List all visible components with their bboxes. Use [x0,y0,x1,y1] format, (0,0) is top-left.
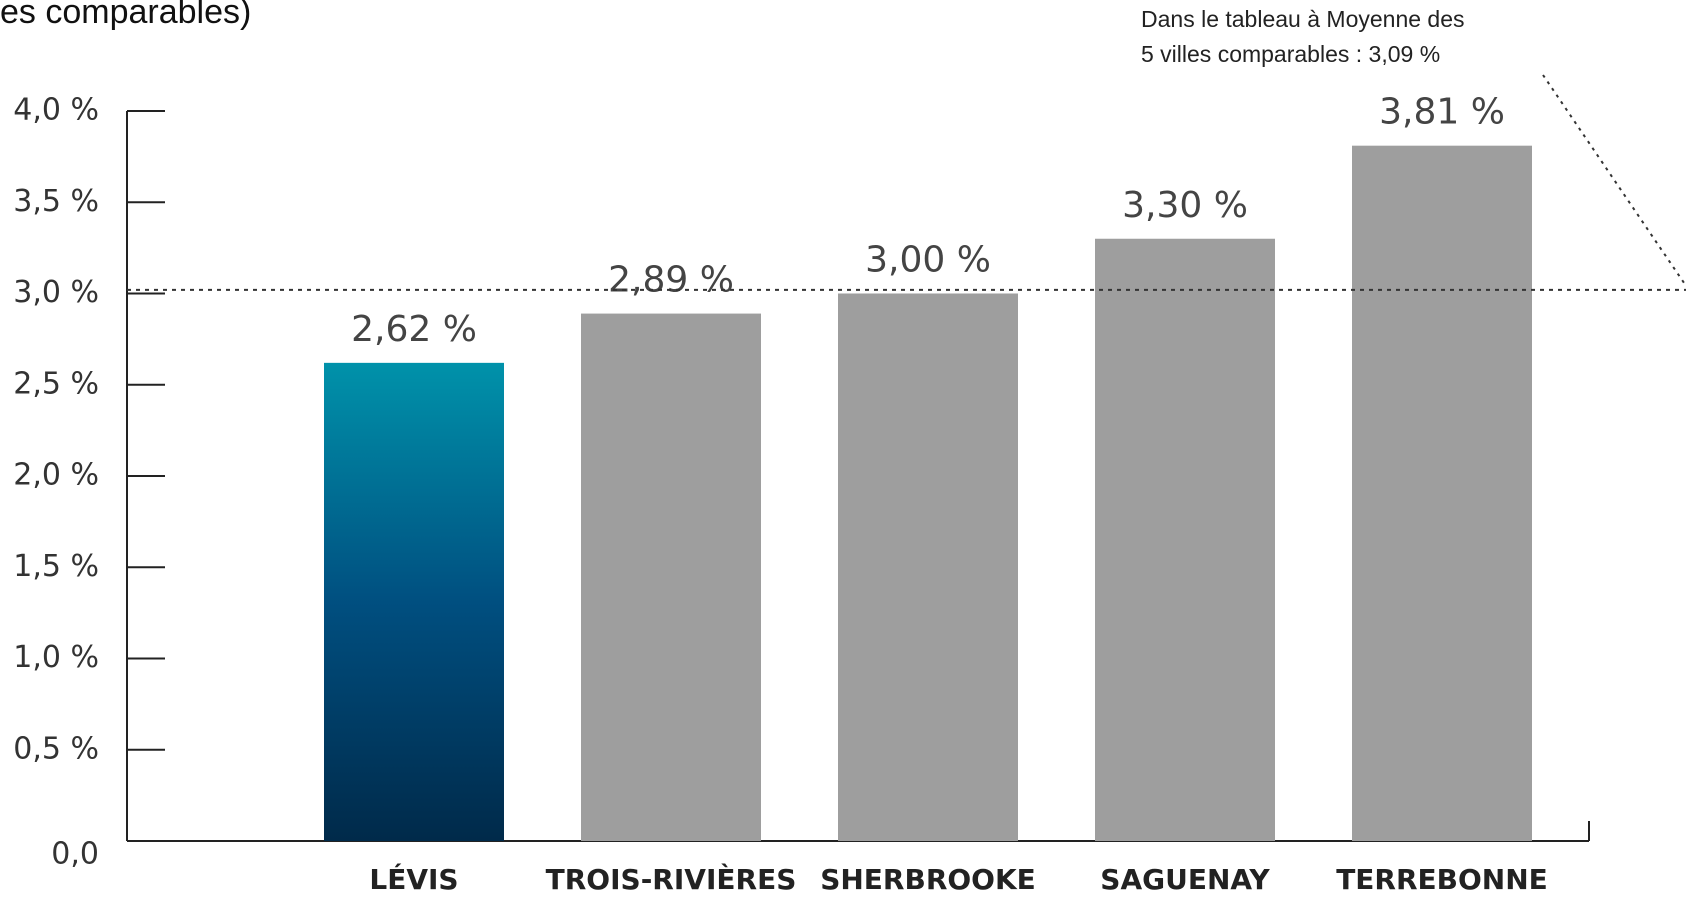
bar [838,293,1018,841]
y-tick-label: 0,5 % [13,731,99,766]
y-tick-label: 2,0 % [13,458,99,493]
y-tick-label: 1,0 % [13,640,99,675]
annotation: 5 villes comparables : 3,09 % [1141,41,1440,67]
y-tick-label: 1,5 % [13,549,99,584]
y-tick-label: 4,0 % [13,93,99,128]
chart-title: es comparables) [0,0,251,31]
bar [324,362,504,841]
value-label: 2,89 % [608,260,734,301]
bar [1352,145,1532,842]
x-tick-label: TERREBONNE [1336,863,1548,896]
x-tick-label: SHERBROOKE [820,863,1036,896]
bar [581,313,761,841]
value-label: 3,81 % [1379,92,1505,133]
y-tick-label: 3,5 % [13,184,99,219]
y-tick-label: 3,0 % [13,275,99,310]
y-tick-label: 2,5 % [13,366,99,401]
x-tick-label: LÉVIS [369,862,458,896]
bar [1095,238,1275,841]
x-tick-label: TROIS-RIVIÈRES [546,862,797,896]
y-tick-label: 0,0 [51,837,99,872]
annotation-leader [1542,74,1686,287]
annotation: Dans le tableau à Moyenne des [1141,6,1465,32]
value-label: 3,30 % [1122,185,1248,226]
value-label: 3,00 % [865,240,991,281]
value-label: 2,62 % [351,309,477,350]
x-tick-label: SAGUENAY [1100,863,1270,896]
